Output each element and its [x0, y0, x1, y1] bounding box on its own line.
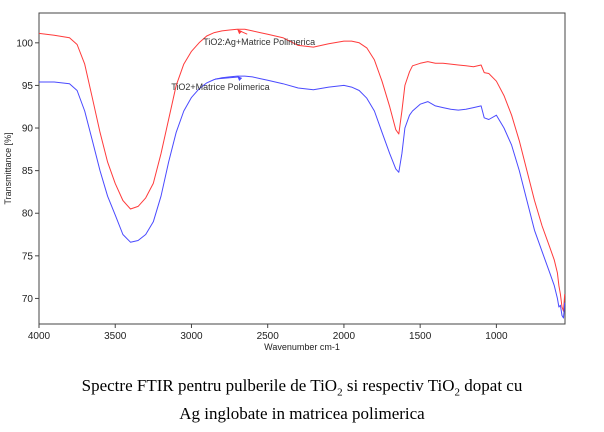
chart-annotations: TiO2:Ag+Matrice Polimerica TiO2+Matrice P…: [171, 29, 315, 92]
chart-axes: 4000 3500 3000 2500 2000 1500 1000 70 75 80 85 90 95…: [3, 12, 566, 352]
y-tick-label: 85: [22, 166, 34, 177]
y-tick-label: 75: [22, 251, 34, 262]
x-tick-label: 3000: [180, 331, 203, 342]
y-tick-label: 80: [22, 209, 34, 220]
x-axis-title: Wavenumber cm-1: [264, 342, 340, 352]
ftir-chart: 4000 3500 3000 2500 2000 1500 1000 70 75 80 85 90 95…: [3, 12, 566, 352]
plot-frame: [38, 12, 566, 325]
annotation-arrowhead: [237, 29, 243, 35]
caption-subscript-2: 2: [454, 386, 461, 399]
caption-line1-part2: si respectiv TiO: [342, 376, 455, 395]
x-tick-label: 2000: [333, 331, 356, 342]
y-tick-label: 70: [22, 294, 34, 305]
annotation-arrow-line: [215, 76, 239, 80]
x-tick-label: 4000: [28, 331, 51, 342]
caption-line1-part1: Spectre FTIR pentru pulberile de TiO: [81, 376, 338, 395]
y-axis-title: Transmittance [%]: [3, 132, 13, 204]
annotation-label-0: TiO2:Ag+Matrice Polimerica: [203, 37, 315, 47]
caption-line1-part3: dopat cu: [460, 376, 523, 395]
chart-series: [38, 28, 566, 319]
x-tick-label: 3500: [104, 331, 127, 342]
x-tick-label: 1000: [485, 331, 508, 342]
annotation-arrowhead: [237, 76, 243, 82]
figure-caption: Spectre FTIR pentru pulberile de TiO2 si…: [0, 375, 604, 425]
y-tick-label: 95: [22, 81, 34, 92]
caption-subscript-1: 2: [337, 386, 343, 399]
y-tick-label: 100: [16, 38, 33, 49]
annotation-label-1: TiO2+Matrice Polimerica: [171, 82, 269, 92]
x-tick-label: 1500: [409, 331, 432, 342]
x-tick-label: 2500: [257, 331, 280, 342]
series-line-1: [39, 75, 566, 319]
series-line-0: [38, 28, 566, 312]
caption-line2: Ag inglobate in matricea polimerica: [179, 404, 425, 424]
y-tick-label: 90: [22, 124, 34, 135]
